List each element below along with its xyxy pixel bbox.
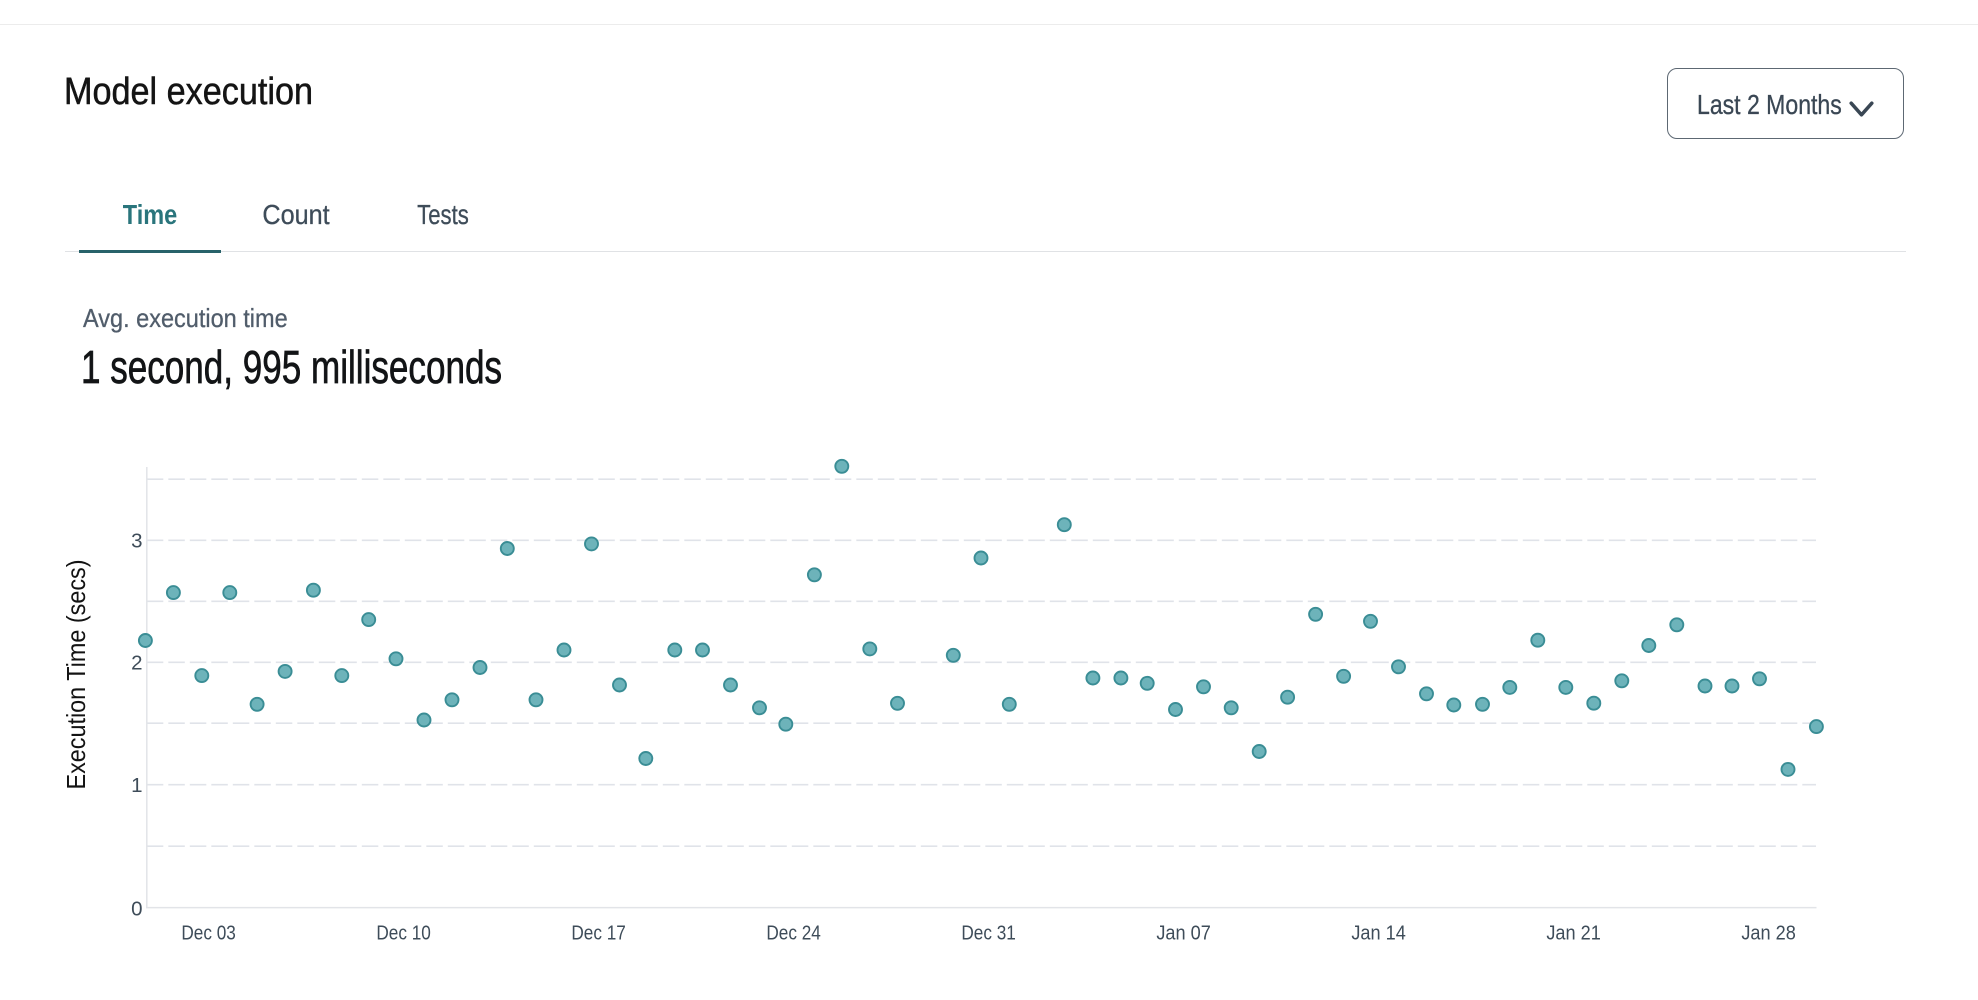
svg-text:2: 2	[131, 652, 142, 675]
svg-text:Execution Time (secs): Execution Time (secs)	[61, 560, 91, 790]
svg-text:Dec 17: Dec 17	[571, 921, 626, 944]
svg-text:Dec 24: Dec 24	[766, 921, 821, 944]
svg-text:1: 1	[131, 774, 142, 797]
svg-text:Dec 31: Dec 31	[961, 921, 1016, 944]
svg-text:Jan 21: Jan 21	[1546, 921, 1601, 944]
svg-text:Dec 10: Dec 10	[376, 921, 431, 944]
svg-text:Jan 07: Jan 07	[1156, 921, 1211, 944]
svg-text:0: 0	[131, 898, 142, 921]
svg-text:Jan 14: Jan 14	[1351, 921, 1406, 944]
svg-text:Dec 03: Dec 03	[181, 921, 236, 944]
svg-text:Jan 28: Jan 28	[1741, 921, 1796, 944]
svg-text:3: 3	[131, 529, 142, 552]
